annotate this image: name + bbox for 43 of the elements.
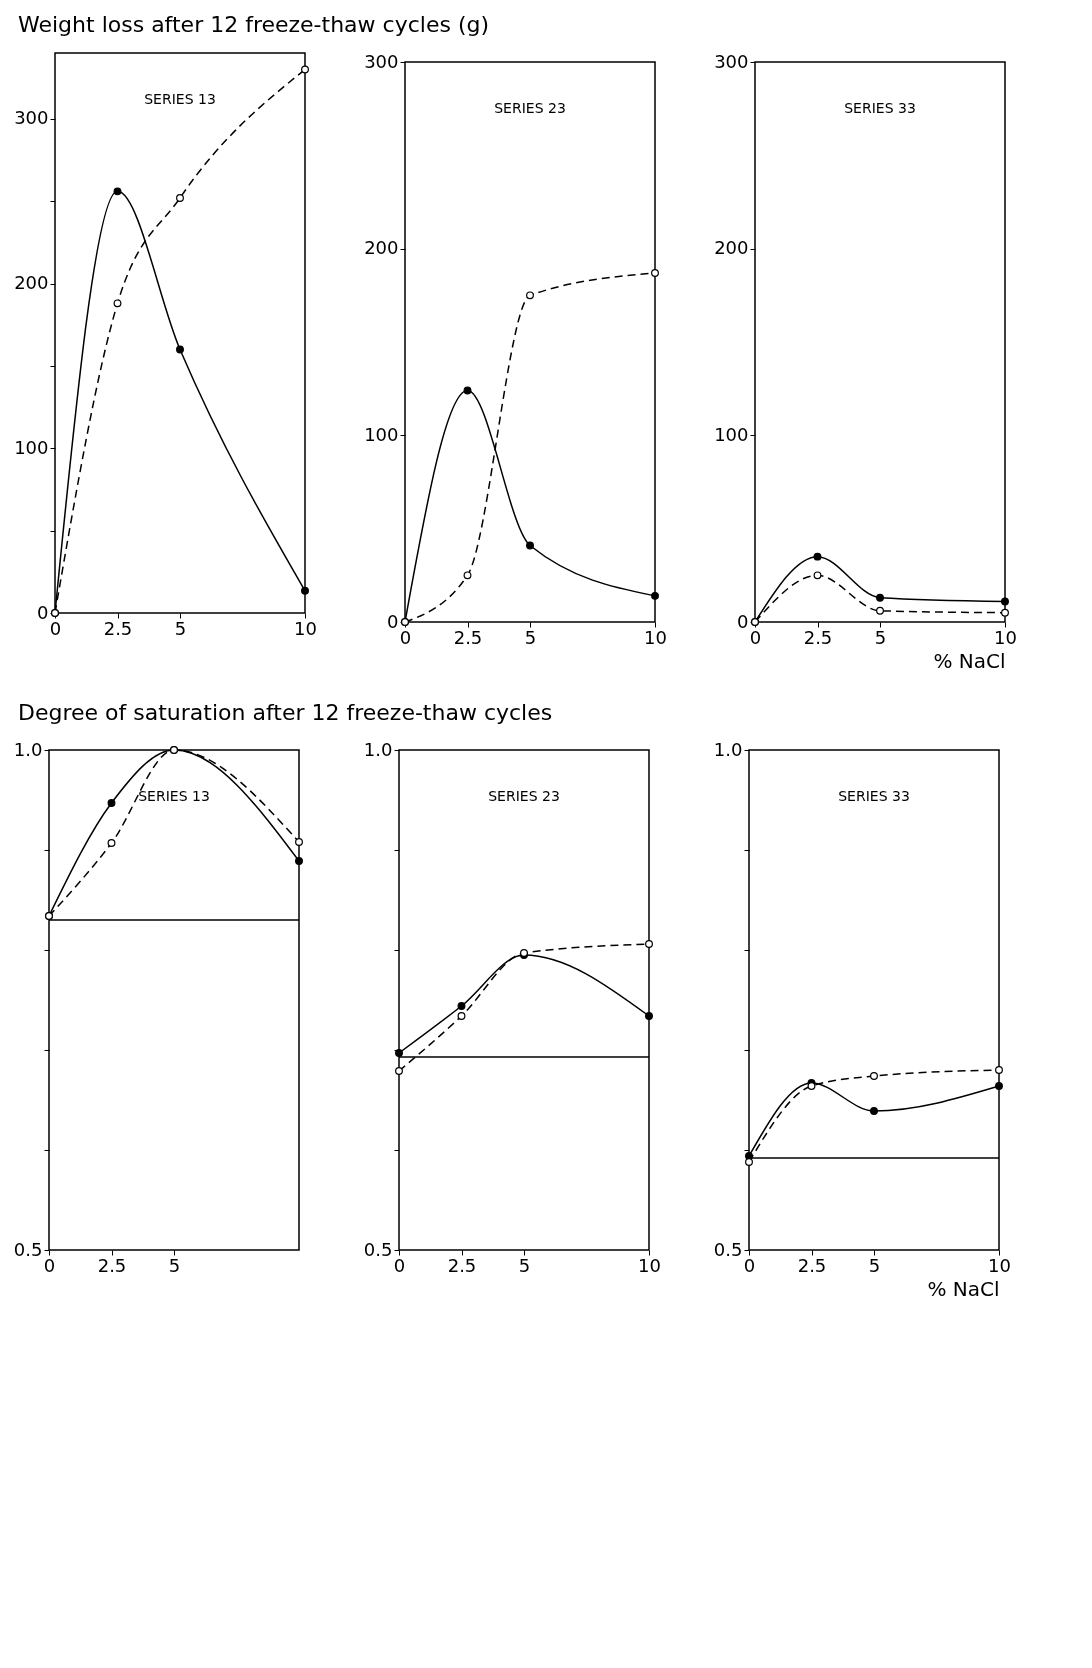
- x-tick-label: 2.5: [447, 1254, 477, 1276]
- x-tick-label: 5: [874, 626, 887, 648]
- annotation: SERIES 23: [494, 100, 566, 116]
- y-tick-label: 0.5: [713, 1238, 743, 1260]
- y-tick-label: 0.5: [363, 1238, 393, 1260]
- x-tick-label: 10: [294, 617, 317, 639]
- x-tick-label: 10: [638, 1254, 661, 1276]
- annotation: SERIES 33: [838, 788, 910, 804]
- x-axis-title: % NaCl: [933, 648, 1006, 673]
- y-tick-label: 0: [37, 601, 49, 623]
- y-tick-label: 200: [714, 237, 749, 259]
- x-tick-label: 5: [174, 617, 187, 639]
- annotation: SERIES 13: [144, 91, 216, 107]
- x-axis-title: % NaCl: [927, 1276, 1000, 1301]
- chart-title: Degree of saturation after 12 freeze-thaw cycles: [18, 700, 553, 725]
- x-tick-label: 2.5: [103, 617, 133, 639]
- x-tick-label: 10: [988, 1254, 1011, 1276]
- x-tick-label: 2.5: [803, 626, 833, 648]
- x-tick-label: 2.5: [97, 1254, 127, 1276]
- x-tick-label: 5: [518, 1254, 531, 1276]
- y-tick-label: 100: [14, 436, 49, 458]
- y-tick-label: 1.0: [363, 738, 393, 760]
- y-tick-label: 300: [14, 107, 49, 129]
- x-tick-label: 5: [868, 1254, 881, 1276]
- chart-title: Weight loss after 12 freeze-thaw cycles (g): [18, 12, 490, 37]
- y-tick-label: 1.0: [713, 738, 743, 760]
- y-tick-label: 200: [14, 272, 49, 294]
- y-tick-label: 0.5: [13, 1238, 43, 1260]
- x-tick-label: 10: [994, 626, 1017, 648]
- y-tick-label: 100: [364, 423, 399, 445]
- x-tick-label: 5: [524, 626, 537, 648]
- y-tick-label: 300: [714, 50, 749, 72]
- x-tick-label: 2.5: [797, 1254, 827, 1276]
- annotation: SERIES 23: [488, 788, 560, 804]
- annotation: SERIES 13: [138, 788, 210, 804]
- y-tick-label: 200: [364, 237, 399, 259]
- x-tick-label: 10: [644, 626, 667, 648]
- y-tick-label: 1.0: [13, 738, 43, 760]
- y-tick-label: 100: [714, 423, 749, 445]
- annotation: SERIES 33: [844, 100, 916, 116]
- x-tick-label: 2.5: [453, 626, 483, 648]
- y-tick-label: 300: [364, 50, 399, 72]
- x-tick-label: 5: [168, 1254, 181, 1276]
